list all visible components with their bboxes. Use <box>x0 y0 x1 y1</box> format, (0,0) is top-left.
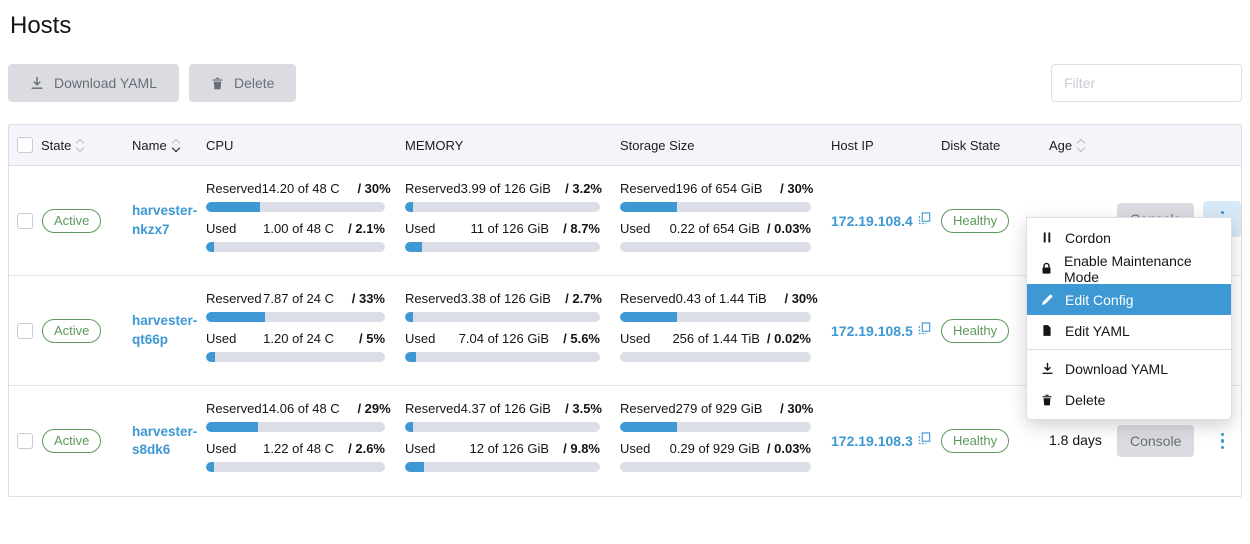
storage-used-bar <box>620 351 811 362</box>
copy-ip-icon[interactable] <box>918 321 931 340</box>
header-host-ip[interactable]: Host IP <box>831 137 874 153</box>
memory-used-bar <box>405 241 600 252</box>
cpu-reserved-bar <box>206 311 385 322</box>
storage-reserved-bar <box>620 201 811 212</box>
lock-icon <box>1040 262 1053 275</box>
cpu-used-bar <box>206 462 385 472</box>
table-row: Active harvester-s8dk6 Reserved 14.06 of … <box>9 386 1241 496</box>
menu-item-edit-yaml[interactable]: Edit YAML <box>1027 315 1231 346</box>
storage-reserved-bar <box>620 422 811 432</box>
storage-metric: Reserved 196 of 654 GiB/ 30% Used 0.22 of … <box>612 181 823 261</box>
header-memory[interactable]: MEMORY <box>405 137 464 153</box>
page-title: Hosts <box>10 12 72 39</box>
host-ip-link[interactable]: 172.19.108.3 <box>831 433 913 449</box>
row-action-menu: Cordon Enable Maintenance Mode Edit Conf… <box>1026 217 1232 420</box>
header-disk-state[interactable]: Disk State <box>941 137 1001 153</box>
delete-button[interactable]: Delete <box>188 64 297 102</box>
row-actions: Console <box>1115 423 1250 459</box>
row-menu-button[interactable] <box>1203 423 1241 459</box>
trash-icon <box>211 77 224 90</box>
menu-item-edit-config[interactable]: Edit Config <box>1027 284 1231 315</box>
memory-metric: Reserved 4.37 of 126 GiB/ 3.5% Used 12 of … <box>397 401 612 481</box>
cpu-used-bar <box>206 241 385 252</box>
disk-state-badge: Healthy <box>941 208 1010 233</box>
toolbar: Download YAML Delete <box>8 64 1242 102</box>
header-age[interactable]: Age <box>1043 138 1115 153</box>
pause-icon <box>1040 231 1054 244</box>
cpu-metric: Reserved 14.06 of 48 C/ 29% Used 1.22 of 4… <box>198 401 397 481</box>
host-name-link[interactable]: harvester-qt66p <box>132 313 198 347</box>
status-badge: Active <box>42 208 102 233</box>
storage-used-bar <box>620 241 811 252</box>
header-storage[interactable]: Storage Size <box>620 137 695 153</box>
memory-reserved-bar <box>405 311 600 322</box>
status-badge: Active <box>42 429 102 453</box>
trash-icon <box>1040 394 1054 406</box>
table-row: Active harvester-nkzx7 Reserved 14.20 of … <box>9 166 1242 276</box>
host-name-link[interactable]: harvester-s8dk6 <box>132 423 198 457</box>
download-icon <box>30 76 44 90</box>
row-checkbox[interactable] <box>17 212 33 229</box>
select-all-checkbox[interactable] <box>17 137 33 153</box>
sort-icon-name <box>171 138 180 152</box>
storage-metric: Reserved 0.43 of 1.44 TiB/ 30% Used 256 of… <box>612 291 823 371</box>
pencil-icon <box>1040 293 1054 306</box>
memory-metric: Reserved 3.38 of 126 GiB/ 2.7% Used 7.04 o… <box>397 291 612 371</box>
age-value: 1.8 days <box>1049 432 1102 448</box>
memory-reserved-bar <box>405 422 600 432</box>
download-icon <box>1040 362 1054 375</box>
disk-state-badge: Healthy <box>941 429 1010 453</box>
memory-reserved-bar <box>405 201 600 212</box>
filter-input[interactable] <box>1051 64 1242 102</box>
header-state[interactable]: State <box>37 138 130 153</box>
host-ip-link[interactable]: 172.19.108.5 <box>831 322 913 339</box>
menu-item-download-yaml[interactable]: Download YAML <box>1027 353 1231 384</box>
delete-label: Delete <box>233 75 275 91</box>
status-badge: Active <box>42 318 102 343</box>
host-ip-link[interactable]: 172.19.108.4 <box>831 212 913 229</box>
memory-metric: Reserved 3.99 of 126 GiB/ 3.2% Used 11 of … <box>397 181 612 261</box>
sort-icon-age <box>1076 138 1086 152</box>
menu-divider <box>1027 349 1231 350</box>
menu-item-delete[interactable]: Delete <box>1027 384 1231 415</box>
storage-used-bar <box>620 462 811 472</box>
console-button[interactable]: Console <box>1117 425 1195 457</box>
table-header: State Name CPU MEMORY Storage Size Host … <box>9 125 1241 166</box>
sort-icon-state <box>76 138 85 152</box>
row-checkbox[interactable] <box>17 322 33 339</box>
storage-metric: Reserved 279 of 929 GiB/ 30% Used 0.29 of … <box>612 401 823 481</box>
cpu-reserved-bar <box>206 422 385 432</box>
file-icon <box>1040 324 1054 337</box>
cpu-reserved-bar <box>206 201 385 212</box>
cpu-metric: Reserved 7.87 of 24 C/ 33% Used 1.20 of 24… <box>198 291 397 371</box>
memory-used-bar <box>405 351 600 362</box>
download-yaml-button[interactable]: Download YAML <box>8 64 179 102</box>
header-name[interactable]: Name <box>130 138 198 153</box>
disk-state-badge: Healthy <box>941 318 1010 343</box>
storage-reserved-bar <box>620 311 811 322</box>
download-yaml-label: Download YAML <box>54 75 157 91</box>
cpu-used-bar <box>206 351 385 362</box>
menu-item-cordon[interactable]: Cordon <box>1027 222 1231 253</box>
menu-item-enable-maintenance-mode[interactable]: Enable Maintenance Mode <box>1027 253 1231 285</box>
copy-ip-icon[interactable] <box>918 211 931 230</box>
header-cpu[interactable]: CPU <box>206 137 234 153</box>
cpu-metric: Reserved 14.20 of 48 C/ 30% Used 1.00 of 4… <box>198 181 397 261</box>
host-name-link[interactable]: harvester-nkzx7 <box>132 203 198 237</box>
memory-used-bar <box>405 462 600 472</box>
copy-ip-icon[interactable] <box>918 432 931 450</box>
row-checkbox[interactable] <box>17 433 33 449</box>
hosts-table: State Name CPU MEMORY Storage Size Host … <box>8 124 1242 497</box>
